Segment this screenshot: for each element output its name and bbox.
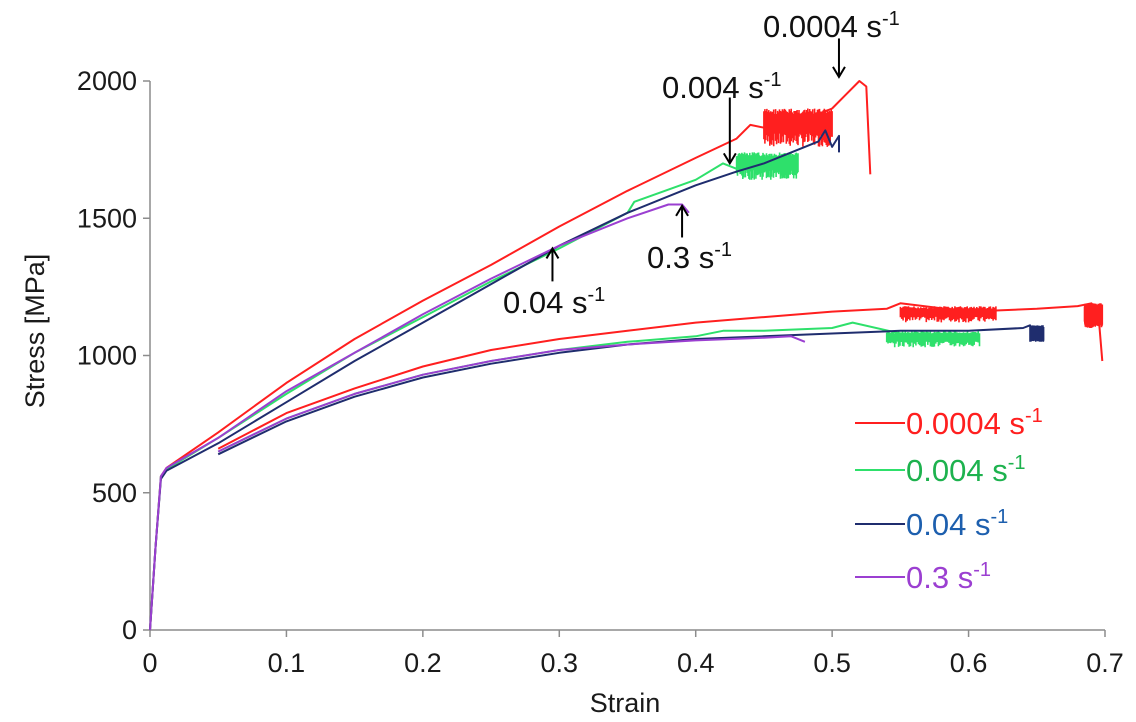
series-line (217, 302, 1104, 450)
legend-item-1: 0.004 s-1 (855, 452, 1026, 488)
serrated-flow-band (1029, 325, 1045, 342)
x-tick-label: 0 (142, 648, 157, 678)
serrated-flow-band (899, 306, 997, 323)
annotation-label: 0.3 s-1 (647, 239, 732, 275)
x-tick-label: 0.7 (1086, 648, 1124, 678)
legend-item-2: 0.04 s-1 (855, 506, 1008, 542)
serrated-flow-band (763, 108, 833, 147)
annotation-3: 0.3 s-1 (647, 203, 732, 275)
x-tick-label: 0.3 (541, 648, 579, 678)
serrated-flow-band (1083, 303, 1104, 328)
x-tick-label: 0.4 (677, 648, 715, 678)
x-tick-label: 0.5 (813, 648, 851, 678)
series-line (217, 335, 806, 453)
annotations: 0.0004 s-1 0.004 s-1 0.04 s-1 0.3 s-1 (503, 8, 900, 320)
y-tick-label: 2000 (77, 66, 137, 96)
legend-item-3: 0.3 s-1 (855, 559, 991, 595)
annotation-arrow-head (722, 152, 737, 166)
annotation-label: 0.0004 s-1 (763, 8, 900, 44)
series-0 (149, 80, 1104, 631)
legend-item-0: 0.0004 s-1 (855, 405, 1043, 441)
annotation-1: 0.004 s-1 (662, 69, 782, 166)
serrated-flow-band (735, 152, 799, 180)
legend-label: 0.004 s-1 (906, 452, 1026, 488)
annotation-label: 0.004 s-1 (662, 69, 782, 105)
legend-label: 0.0004 s-1 (906, 405, 1043, 441)
legend-label: 0.04 s-1 (906, 506, 1008, 542)
series-line (149, 154, 799, 631)
legend: 0.0004 s-1 0.004 s-1 0.04 s-1 0.3 s-1 (855, 405, 1043, 595)
y-tick-label: 500 (92, 478, 137, 508)
x-tick-label: 0.6 (950, 648, 988, 678)
series-2 (149, 129, 1045, 631)
x-axis-title: Strain (590, 688, 661, 718)
series-line (217, 321, 980, 453)
x-tick-label: 0.2 (404, 648, 442, 678)
y-axis-title: Stress [MPa] (20, 254, 50, 409)
annotation-0: 0.0004 s-1 (763, 8, 900, 79)
plot-area (149, 80, 1104, 631)
annotation-arrow-head (545, 246, 560, 259)
annotation-arrow-head (832, 66, 846, 79)
annotation-2: 0.04 s-1 (503, 246, 605, 320)
y-tick-label: 1500 (77, 203, 137, 233)
x-tick-label: 0.1 (268, 648, 306, 678)
series-line (217, 324, 1045, 456)
series-3 (149, 203, 806, 631)
annotation-label: 0.04 s-1 (503, 284, 605, 320)
y-tick-label: 1000 (77, 341, 137, 371)
y-tick-label: 0 (122, 615, 137, 645)
axes: 0 0.1 0.2 0.3 0.4 0.5 0.6 0.7 0 500 1000 1500 2000 (77, 66, 1124, 678)
series-line (149, 203, 690, 631)
serrated-flow-band (885, 330, 981, 348)
legend-label: 0.3 s-1 (906, 559, 991, 595)
series-line (149, 129, 840, 631)
annotation-arrow-head (675, 203, 689, 217)
